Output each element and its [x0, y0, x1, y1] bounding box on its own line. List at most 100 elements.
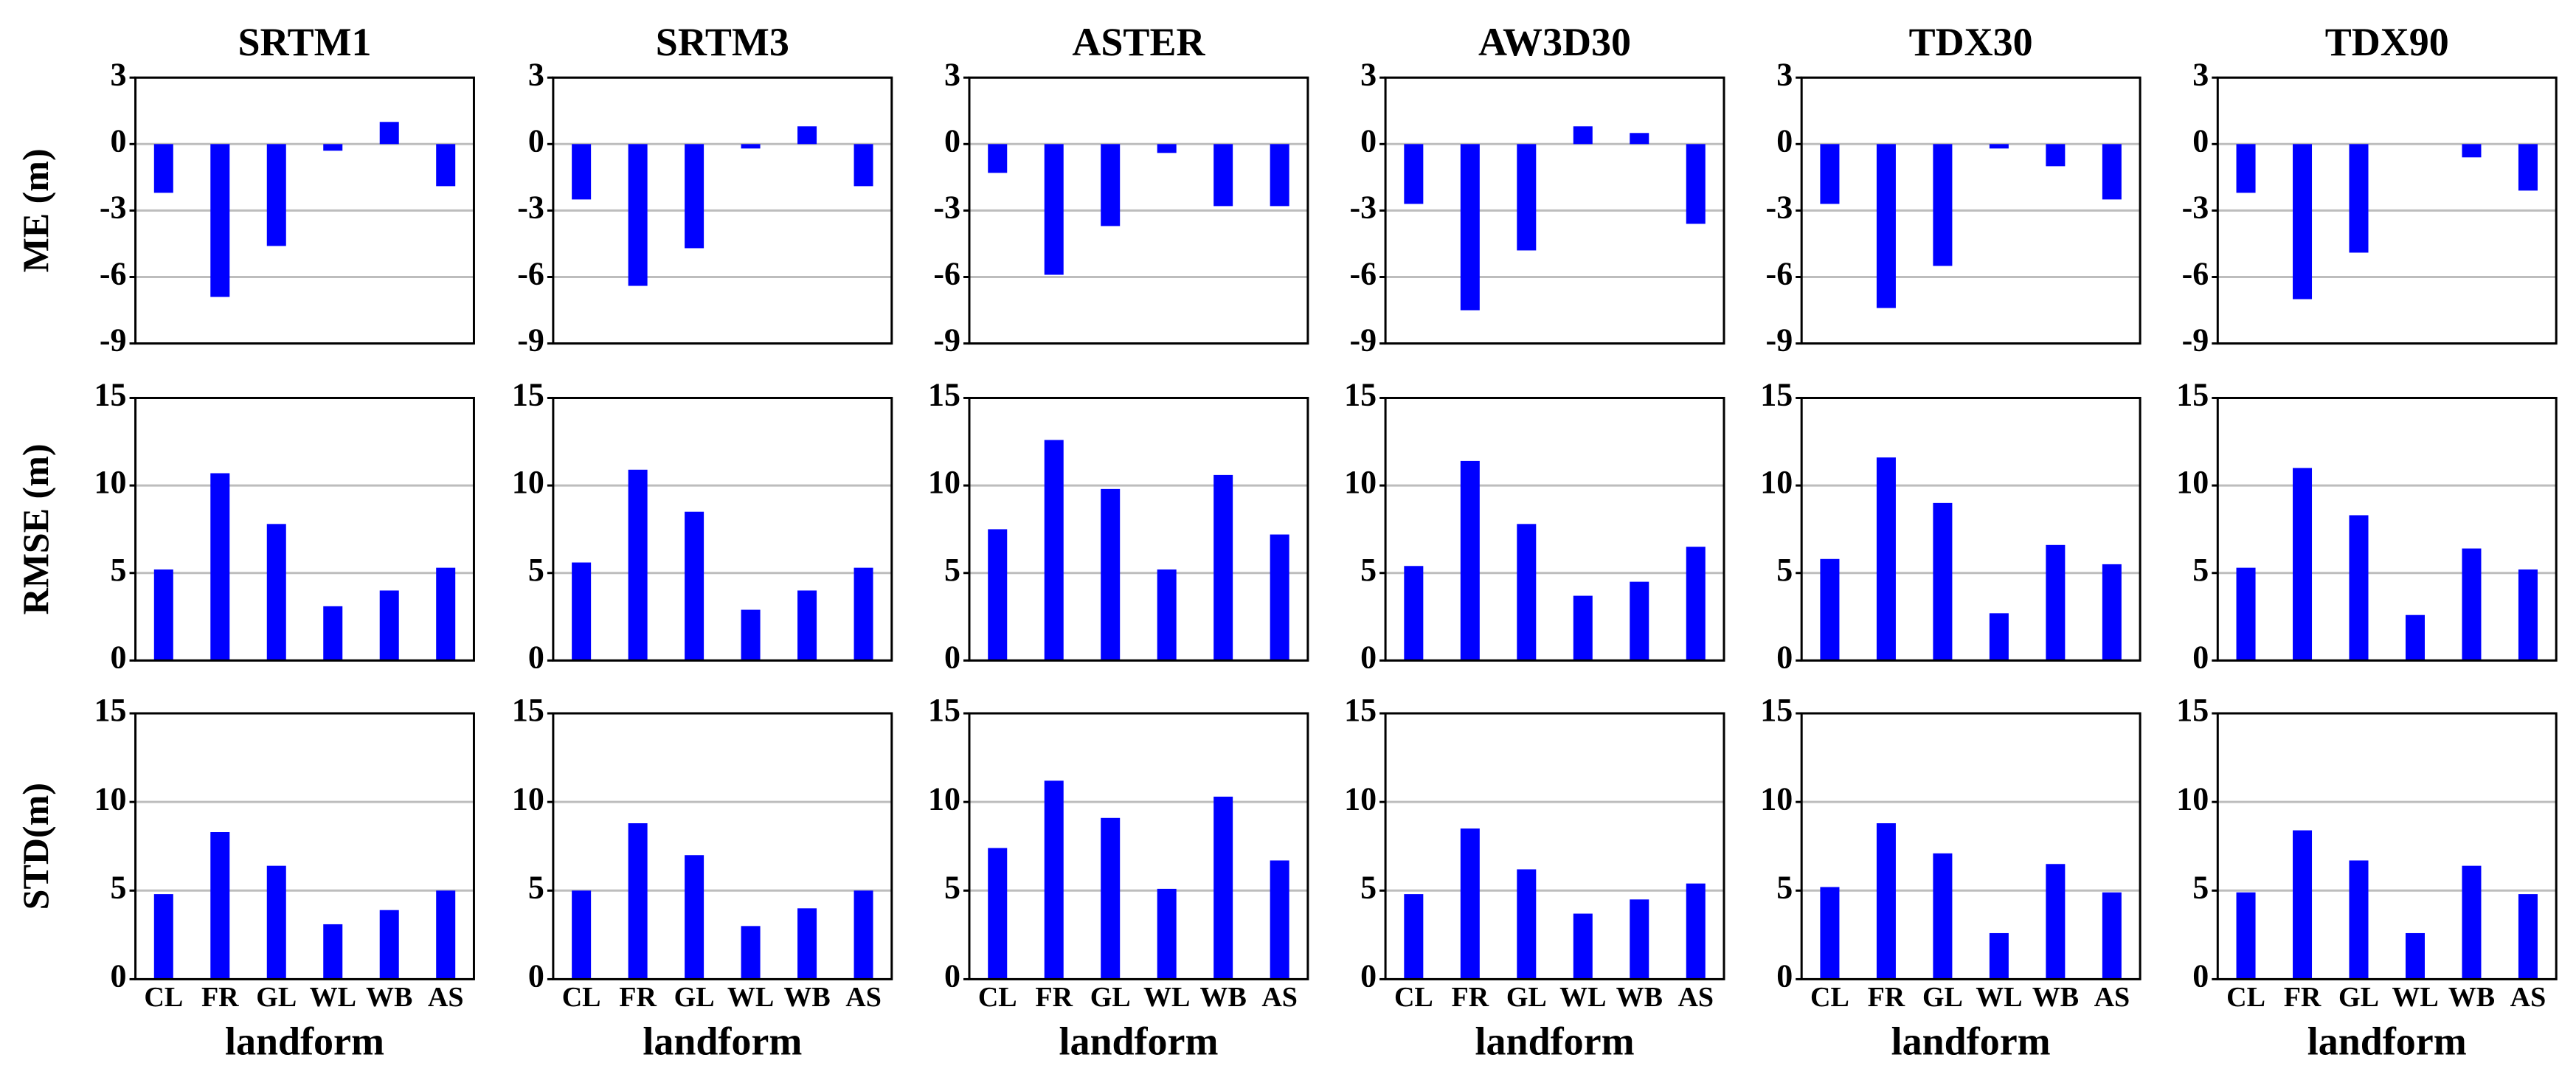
bar — [1157, 144, 1177, 153]
bar — [572, 562, 592, 661]
bar — [1517, 869, 1537, 980]
x-tick-label: GL — [2338, 982, 2379, 1013]
bar — [266, 865, 286, 980]
plot-frame — [552, 396, 893, 662]
bar — [379, 590, 399, 661]
bar — [323, 924, 343, 980]
plot-frame — [1384, 712, 1725, 980]
bar — [1989, 613, 2009, 661]
y-tick-label: 10 — [1760, 464, 1793, 500]
x-tick-label: FR — [619, 982, 657, 1013]
y-tick-label: -9 — [1766, 322, 1793, 359]
plot-frame — [552, 76, 893, 345]
bar — [1876, 144, 1896, 308]
bar — [988, 848, 1008, 980]
y-tick-label: 5 — [528, 552, 544, 588]
bar — [1157, 569, 1177, 661]
bar — [1820, 144, 1840, 204]
plot-frame — [2216, 396, 2558, 662]
bar — [153, 894, 173, 980]
x-tick-label: FR — [1035, 982, 1073, 1013]
bar — [1876, 457, 1896, 661]
x-tick-label: AS — [2094, 982, 2130, 1013]
y-tick-label: 3 — [1360, 56, 1377, 92]
bar — [1404, 144, 1424, 204]
x-tick-label: CL — [978, 982, 1017, 1013]
chart-title: SRTM3 — [656, 20, 789, 64]
plot-frame — [968, 76, 1309, 345]
y-tick-label: -9 — [1349, 322, 1377, 359]
x-axis-label: landform — [643, 1019, 802, 1063]
y-tick-label: 15 — [1760, 692, 1793, 728]
y-tick-label: 10 — [1344, 464, 1377, 500]
bar — [2349, 860, 2369, 980]
x-axis-label: landform — [225, 1019, 384, 1063]
bar — [1573, 913, 1593, 980]
bar — [2518, 144, 2538, 191]
y-tick-label: -9 — [933, 322, 960, 359]
y-tick-label: 5 — [1360, 869, 1377, 905]
bar — [1044, 440, 1064, 661]
bar — [323, 144, 343, 151]
bar — [1213, 796, 1233, 980]
plot-frame — [1800, 76, 2142, 345]
bar — [797, 908, 817, 980]
y-tick-label: 0 — [528, 639, 544, 675]
bar — [1517, 524, 1537, 661]
x-tick-label: WB — [783, 982, 830, 1013]
y-tick-label: 15 — [512, 692, 544, 728]
bar — [2462, 144, 2482, 158]
x-tick-label: CL — [2226, 982, 2265, 1013]
y-tick-label: 5 — [2192, 552, 2209, 588]
bar — [1989, 144, 2009, 149]
bar — [1573, 595, 1593, 661]
y-tick-label: 10 — [94, 780, 127, 817]
bar — [1630, 581, 1649, 661]
y-tick-label: 10 — [928, 780, 960, 817]
y-tick-label: 10 — [512, 780, 544, 817]
plot-frame — [1384, 76, 1725, 345]
y-tick-label: 0 — [1360, 958, 1377, 994]
bar — [2236, 144, 2256, 193]
bar — [1820, 558, 1840, 661]
x-axis-label: landform — [1891, 1019, 2051, 1063]
y-tick-label: 5 — [111, 869, 127, 905]
y-tick-label: 0 — [944, 958, 960, 994]
x-tick-label: CL — [144, 982, 183, 1013]
bar — [1630, 899, 1649, 980]
bar — [2046, 544, 2066, 661]
x-axis-label: landform — [2307, 1019, 2467, 1063]
y-tick-label: 10 — [2176, 464, 2209, 500]
bar — [379, 122, 399, 145]
bar — [2102, 564, 2122, 661]
bar — [2046, 864, 2066, 980]
bar — [266, 144, 286, 246]
bar — [210, 832, 230, 980]
plot-frame — [134, 396, 475, 662]
x-tick-label: WB — [1616, 982, 1663, 1013]
y-tick-label: 0 — [111, 958, 127, 994]
x-tick-label: WL — [310, 982, 356, 1013]
x-tick-label: WB — [366, 982, 412, 1013]
bar — [1270, 144, 1289, 207]
plot-frame — [1800, 396, 2142, 662]
y-tick-label: 10 — [2176, 780, 2209, 817]
y-tick-label: -3 — [933, 190, 960, 226]
y-tick-label: 15 — [2176, 377, 2209, 413]
bar — [1630, 133, 1649, 145]
y-tick-label: 15 — [1344, 377, 1377, 413]
y-tick-label: 0 — [528, 958, 544, 994]
bar — [210, 473, 230, 661]
bar — [1460, 460, 1480, 661]
chart-title: AW3D30 — [1478, 20, 1631, 64]
y-tick-label: 0 — [2192, 122, 2209, 159]
x-tick-label: FR — [1868, 982, 1905, 1013]
bar — [2518, 894, 2538, 980]
y-tick-label: 15 — [2176, 692, 2209, 728]
bar — [2462, 865, 2482, 980]
x-tick-label: AS — [1261, 982, 1298, 1013]
bar — [1989, 932, 2009, 980]
bar — [1157, 888, 1177, 980]
bar — [797, 590, 817, 661]
